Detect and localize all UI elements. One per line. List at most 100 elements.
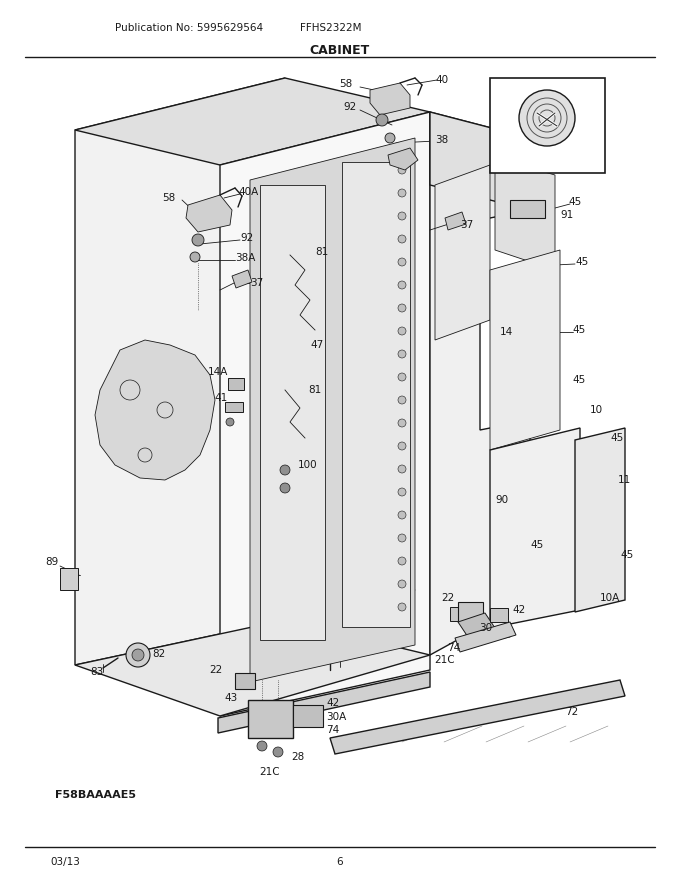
Text: 37: 37 <box>460 220 473 230</box>
Polygon shape <box>388 148 418 170</box>
Bar <box>293 705 323 727</box>
Circle shape <box>226 418 234 426</box>
Text: 40A: 40A <box>238 187 258 197</box>
Circle shape <box>126 643 150 667</box>
Text: 21C: 21C <box>435 655 455 665</box>
Text: FFHS2322M: FFHS2322M <box>300 23 362 33</box>
Bar <box>260 185 325 640</box>
Polygon shape <box>330 680 625 754</box>
Text: 45: 45 <box>572 325 585 335</box>
Bar <box>248 700 293 738</box>
Text: 92: 92 <box>344 102 357 112</box>
Circle shape <box>398 419 406 427</box>
Text: 38: 38 <box>435 135 448 145</box>
Text: 58: 58 <box>339 79 352 89</box>
Polygon shape <box>430 112 530 655</box>
Text: 22: 22 <box>442 593 455 603</box>
Bar <box>490 78 605 173</box>
Text: 83: 83 <box>90 667 103 677</box>
Bar <box>235 673 255 689</box>
Circle shape <box>190 252 200 262</box>
Circle shape <box>398 396 406 404</box>
Text: 10A: 10A <box>600 593 620 603</box>
Polygon shape <box>75 78 430 165</box>
Polygon shape <box>75 78 285 665</box>
Text: 92: 92 <box>240 233 253 243</box>
Bar <box>228 378 244 390</box>
Polygon shape <box>430 112 530 210</box>
Circle shape <box>376 114 388 126</box>
Circle shape <box>398 534 406 542</box>
Polygon shape <box>455 622 516 652</box>
Polygon shape <box>95 340 215 480</box>
Circle shape <box>398 557 406 565</box>
Text: F58BAAAAE5: F58BAAAAE5 <box>55 790 136 800</box>
Text: 72: 72 <box>565 707 578 717</box>
Bar <box>458 602 483 622</box>
Text: 100: 100 <box>298 460 318 470</box>
Circle shape <box>398 327 406 335</box>
Polygon shape <box>445 212 466 230</box>
Text: 90: 90 <box>495 495 508 505</box>
Text: 45: 45 <box>530 540 543 550</box>
Circle shape <box>385 133 395 143</box>
Circle shape <box>398 488 406 496</box>
Text: 10: 10 <box>590 405 603 415</box>
Polygon shape <box>490 428 580 628</box>
Text: 47: 47 <box>310 340 323 350</box>
Text: Publication No: 5995629564: Publication No: 5995629564 <box>115 23 263 33</box>
Text: 45: 45 <box>572 375 585 385</box>
Polygon shape <box>250 138 415 682</box>
Circle shape <box>398 465 406 473</box>
Circle shape <box>398 373 406 381</box>
Text: 43: 43 <box>225 693 238 703</box>
Circle shape <box>257 741 267 751</box>
Text: 42: 42 <box>326 698 339 708</box>
Text: 14A: 14A <box>207 367 228 377</box>
Text: 91: 91 <box>560 210 573 220</box>
Circle shape <box>398 511 406 519</box>
Text: 11: 11 <box>618 475 631 485</box>
Polygon shape <box>458 613 495 637</box>
Text: 22: 22 <box>209 665 222 675</box>
Polygon shape <box>435 165 490 340</box>
Text: 81: 81 <box>315 247 328 257</box>
Text: 30: 30 <box>479 623 492 633</box>
Bar <box>450 607 466 621</box>
Polygon shape <box>75 620 430 716</box>
Circle shape <box>273 747 283 757</box>
Circle shape <box>398 442 406 450</box>
Text: 03/13: 03/13 <box>50 857 80 867</box>
Circle shape <box>192 234 204 246</box>
Text: 14: 14 <box>500 327 513 337</box>
Text: 37: 37 <box>250 278 263 288</box>
Text: 45: 45 <box>575 257 588 267</box>
Text: 89: 89 <box>45 557 58 567</box>
Text: 40: 40 <box>435 75 448 85</box>
Circle shape <box>398 603 406 611</box>
Text: 81: 81 <box>308 385 321 395</box>
Text: 30A: 30A <box>326 712 346 722</box>
Bar <box>490 608 508 622</box>
Text: 58: 58 <box>162 193 175 203</box>
Circle shape <box>398 166 406 174</box>
Circle shape <box>398 235 406 243</box>
Circle shape <box>132 649 144 661</box>
Polygon shape <box>490 250 560 450</box>
Text: 21C: 21C <box>260 767 280 777</box>
Circle shape <box>398 258 406 266</box>
Polygon shape <box>186 195 232 232</box>
Polygon shape <box>220 112 430 716</box>
Text: 45: 45 <box>568 197 581 207</box>
Text: 74: 74 <box>326 725 339 735</box>
Circle shape <box>398 580 406 588</box>
Text: 74: 74 <box>447 643 460 653</box>
Bar <box>225 402 243 412</box>
Text: 38A: 38A <box>235 253 256 263</box>
Circle shape <box>280 483 290 493</box>
Text: 41: 41 <box>215 393 228 403</box>
Circle shape <box>519 90 575 146</box>
Text: 45: 45 <box>620 550 633 560</box>
Polygon shape <box>370 83 410 115</box>
Bar <box>510 200 545 218</box>
